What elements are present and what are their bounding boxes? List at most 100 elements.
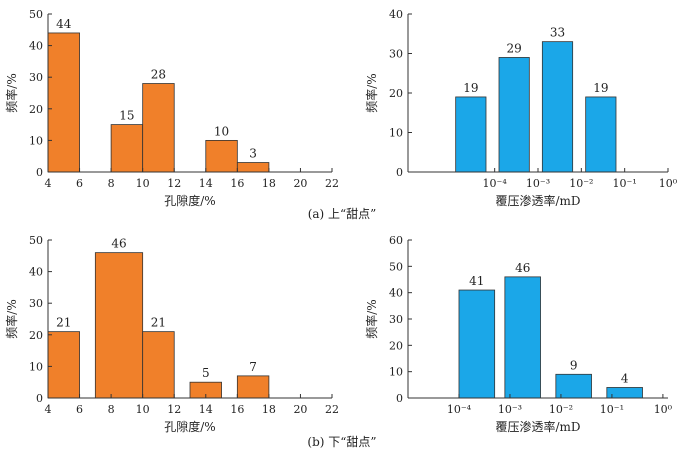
x-tick-label: 10⁻² — [569, 177, 593, 190]
chart-a-permeability: 19 29 33 19 0 10 20 30 40 10⁻⁴ 10⁻³ 10⁻² 10⁻¹ 10⁰ 覆压渗透… — [364, 8, 678, 208]
x-axis-label: 覆压渗透率/mD — [495, 419, 580, 434]
x-tick-label: 10⁻² — [549, 403, 573, 416]
bar — [455, 96, 487, 173]
x-tick-label: 4 — [45, 177, 52, 190]
y-tick-label: 10 — [389, 366, 403, 379]
x-axis-label: 孔隙度/% — [164, 193, 215, 208]
y-tick-label: 10 — [29, 134, 43, 147]
bar — [541, 41, 574, 173]
y-tick-label: 0 — [396, 392, 403, 405]
y-tick-label: 0 — [36, 392, 43, 405]
y-axis-label: 频率/% — [4, 73, 19, 112]
data-label: 33 — [550, 26, 565, 40]
bar — [94, 252, 144, 399]
data-label: 15 — [119, 109, 134, 123]
y-axis-label: 频率/% — [364, 299, 379, 338]
x-tick-label: 12 — [167, 177, 181, 190]
x-tick-label: 18 — [262, 177, 276, 190]
x-tick-label: 22 — [325, 403, 339, 416]
data-label: 10 — [214, 124, 229, 138]
data-label: 21 — [56, 316, 71, 330]
y-tick-label: 40 — [29, 40, 43, 53]
data-label: 28 — [151, 68, 166, 82]
y-tick-label: 30 — [29, 71, 43, 84]
x-tick-label: 10⁻⁴ — [483, 177, 508, 190]
data-label: 46 — [515, 261, 530, 275]
y-tick-label: 20 — [389, 87, 403, 100]
x-tick-label: 14 — [199, 177, 213, 190]
data-label: 41 — [469, 274, 484, 288]
data-label: 5 — [202, 366, 210, 380]
data-label: 4 — [621, 371, 629, 385]
x-tick-label: 12 — [167, 403, 181, 416]
x-tick-label: 8 — [108, 403, 115, 416]
x-tick-label: 10⁻¹ — [613, 177, 637, 190]
bar — [458, 289, 496, 399]
data-label: 9 — [570, 358, 578, 372]
y-tick-label: 40 — [389, 287, 403, 300]
data-label: 29 — [507, 41, 522, 55]
bar — [142, 331, 175, 399]
data-label: 21 — [151, 316, 166, 330]
y-axis-label: 频率/% — [4, 299, 19, 338]
x-tick-label: 20 — [293, 177, 307, 190]
y-tick-label: 10 — [389, 127, 403, 140]
bar — [142, 83, 175, 173]
bar — [110, 124, 144, 173]
data-label: 19 — [463, 81, 478, 95]
caption-b: (b) 下“甜点” — [307, 435, 376, 449]
bar — [47, 32, 80, 173]
y-tick-label: 0 — [396, 166, 403, 179]
bar — [236, 375, 270, 399]
x-tick-label: 6 — [76, 177, 83, 190]
y-tick-label: 30 — [29, 297, 43, 310]
x-tick-label: 10⁰ — [659, 177, 678, 190]
y-tick-label: 30 — [389, 313, 403, 326]
data-label: 19 — [593, 81, 608, 95]
bar — [498, 57, 530, 173]
x-tick-label: 18 — [262, 403, 276, 416]
y-tick-label: 50 — [389, 260, 403, 273]
bar — [236, 162, 270, 173]
y-tick-label: 40 — [389, 8, 403, 21]
data-label: 3 — [249, 147, 257, 161]
y-tick-label: 60 — [389, 234, 403, 247]
x-tick-label: 20 — [293, 403, 307, 416]
y-tick-label: 40 — [29, 266, 43, 279]
x-tick-label: 14 — [199, 403, 213, 416]
x-axis-label: 覆压渗透率/mD — [495, 193, 580, 208]
caption-a: (a) 上“甜点” — [308, 207, 377, 221]
x-tick-label: 8 — [108, 177, 115, 190]
bar — [504, 276, 541, 399]
y-tick-label: 0 — [36, 166, 43, 179]
data-label: 46 — [111, 237, 126, 251]
x-tick-label: 10⁻¹ — [600, 403, 624, 416]
y-tick-label: 20 — [29, 103, 43, 116]
y-axis-label: 频率/% — [364, 73, 379, 112]
x-tick-label: 4 — [45, 403, 52, 416]
y-tick-label: 20 — [389, 339, 403, 352]
x-tick-label: 10⁻³ — [498, 403, 522, 416]
y-tick-label: 50 — [29, 8, 43, 21]
x-axis-label: 孔隙度/% — [164, 419, 215, 434]
bar — [205, 139, 238, 173]
y-tick-label: 50 — [29, 234, 43, 247]
x-tick-label: 10⁻⁴ — [447, 403, 472, 416]
x-tick-label: 16 — [230, 403, 244, 416]
y-tick-label: 20 — [29, 329, 43, 342]
x-tick-label: 10 — [136, 403, 150, 416]
y-tick-label: 10 — [29, 360, 43, 373]
x-tick-label: 22 — [325, 177, 339, 190]
x-tick-label: 16 — [230, 177, 244, 190]
x-tick-label: 10⁰ — [654, 403, 673, 416]
x-tick-label: 6 — [76, 403, 83, 416]
bar — [585, 96, 617, 173]
x-tick-label: 10 — [136, 177, 150, 190]
x-tick-label: 10⁻³ — [526, 177, 550, 190]
bar — [47, 331, 80, 399]
y-tick-label: 30 — [389, 48, 403, 61]
